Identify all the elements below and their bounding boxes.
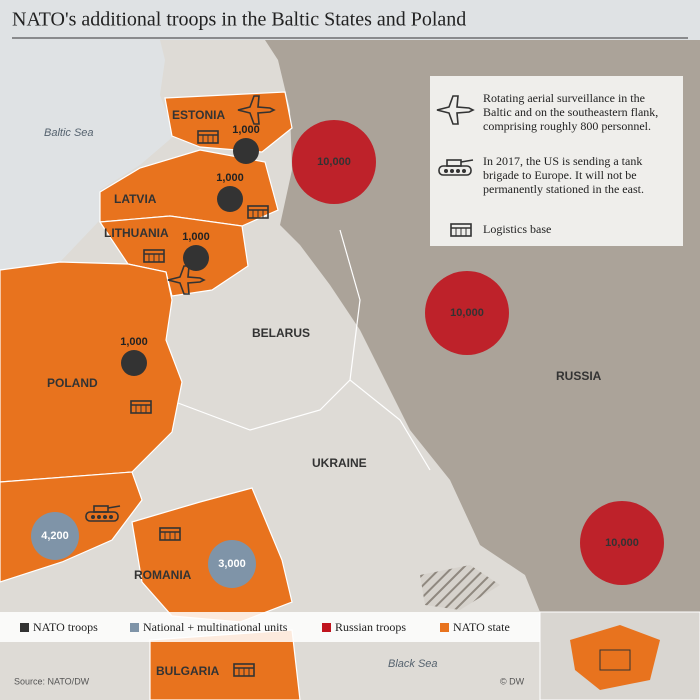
credit: © DW <box>500 676 525 686</box>
troop-count: 1,000 <box>232 124 260 136</box>
key-swatch <box>20 623 29 632</box>
legend: Rotating aerial surveillance in the Balti… <box>483 91 658 236</box>
country-label: LATVIA <box>114 192 157 206</box>
troop-count: 10,000 <box>317 156 351 168</box>
troop-count: 1,000 <box>182 231 210 243</box>
country-label: ESTONIA <box>172 108 225 122</box>
country-label: BULGARIA <box>156 664 220 678</box>
title: NATO's additional troops in the Baltic S… <box>12 9 466 31</box>
inset-nato <box>570 625 660 690</box>
troop-marker <box>208 540 256 588</box>
key-label: National + multinational units <box>143 620 288 634</box>
key-label: NATO troops <box>33 620 98 634</box>
troop-marker <box>217 186 243 212</box>
legend-text: Rotating aerial surveillance in the Balti… <box>483 91 658 133</box>
key-label: Russian troops <box>335 620 406 634</box>
legend-box <box>430 76 683 246</box>
troop-marker <box>121 350 147 376</box>
inset-frame <box>599 649 631 671</box>
key-band <box>0 612 540 642</box>
troop-count: 10,000 <box>450 307 484 319</box>
troop-count: 1,000 <box>120 336 148 348</box>
troop-marker <box>425 271 509 355</box>
key-swatch <box>440 623 449 632</box>
border <box>169 229 431 471</box>
troop-marker <box>183 245 209 271</box>
sea-label: Baltic Sea <box>44 127 94 139</box>
country-label: ROMANIA <box>134 568 192 582</box>
troop-marker <box>31 512 79 560</box>
key-swatch <box>322 623 331 632</box>
sea-label: Black Sea <box>388 658 438 670</box>
country-label: POLAND <box>47 376 98 390</box>
troop-marker <box>233 138 259 164</box>
troop-count: 1,000 <box>216 172 244 184</box>
troop-count: 4,200 <box>41 530 69 542</box>
markers: 1,000 1,000 1,000 1,000 4,200 3,000 10,000 10,0… <box>31 120 664 588</box>
poland-shape <box>0 261 183 483</box>
legend-text: In 2017, the US is sending a tank brigade… <box>483 154 644 196</box>
country-label: UKRAINE <box>312 456 367 470</box>
source: Source: NATO/DW <box>14 676 90 686</box>
troop-count: 10,000 <box>605 537 639 549</box>
country-label: RUSSIA <box>556 369 602 383</box>
troop-marker <box>292 120 376 204</box>
country-labels: ESTONIA LATVIA LITHUANIA POLAND BELARUS UKRAI… <box>44 108 602 678</box>
troop-marker <box>580 501 664 585</box>
key: NATO troops National + multinational unit… <box>20 620 510 634</box>
key-swatch <box>130 623 139 632</box>
crimea <box>420 565 500 610</box>
legend-text: Logistics base <box>483 222 551 236</box>
country-label: BELARUS <box>252 326 310 340</box>
key-label: NATO state <box>453 620 510 634</box>
troop-count: 3,000 <box>218 558 246 570</box>
country-label: LITHUANIA <box>104 226 169 240</box>
